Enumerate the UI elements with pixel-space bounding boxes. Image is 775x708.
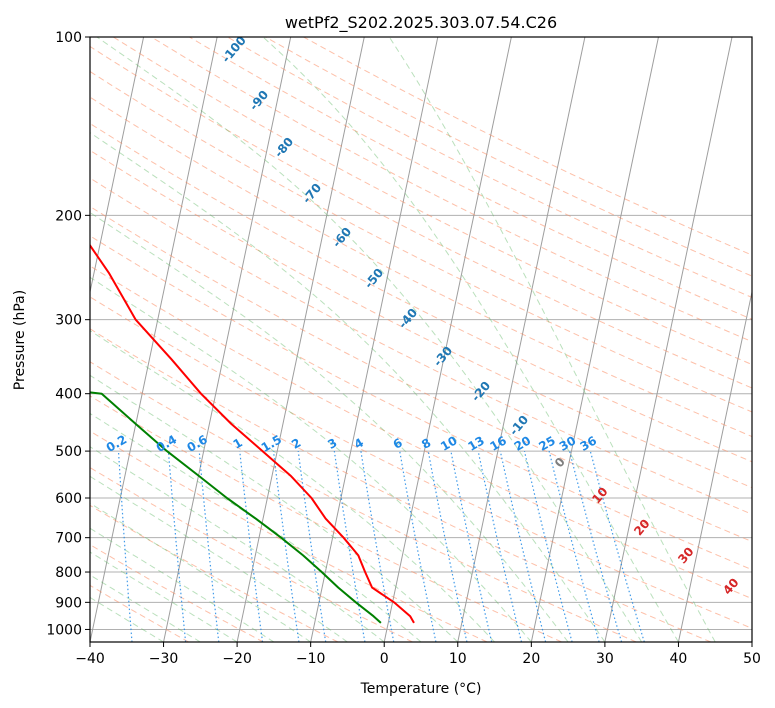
x-tick-label: 30 xyxy=(596,651,614,667)
chart-title: wetPf2_S202.2025.303.07.54.C26 xyxy=(285,13,557,33)
dry-adiabat-line xyxy=(90,177,752,515)
x-axis-ticks: −40 −30 −20 −10 0 10 20 30 40 50 xyxy=(75,642,761,667)
y-tick-label: 900 xyxy=(55,595,82,611)
mixing-ratio-line xyxy=(548,450,600,642)
x-tick-label: 10 xyxy=(449,651,467,667)
y-tick-label: 400 xyxy=(55,387,82,403)
mixing-ratio-line xyxy=(523,450,573,642)
dry-adiabat-line xyxy=(227,37,752,298)
moist-adiabat-line xyxy=(90,551,238,642)
isotherm-line xyxy=(457,37,586,642)
dry-adiabat-line xyxy=(90,122,752,463)
profiles xyxy=(90,243,415,624)
y-tick-label: 800 xyxy=(55,565,82,581)
dry-adiabat-line xyxy=(90,205,752,543)
isotherm-line xyxy=(236,37,365,642)
mixing-ratio-line xyxy=(569,450,623,642)
moist-adiabat-line xyxy=(90,596,164,642)
y-axis-label: Pressure (hPa) xyxy=(12,290,28,390)
mixing-ratio-line xyxy=(399,450,437,642)
isotherm-line xyxy=(604,37,733,642)
moist-adiabat-line xyxy=(90,330,495,642)
dry-adiabat-line xyxy=(90,45,752,389)
x-tick-label: −30 xyxy=(149,651,179,667)
dry-adiabat-line xyxy=(90,96,752,438)
dry-adiabat-line xyxy=(90,584,189,642)
x-tick-label: −40 xyxy=(75,651,105,667)
x-tick-label: 50 xyxy=(743,651,761,667)
dry-adiabat-line xyxy=(90,265,752,600)
x-tick-label: −20 xyxy=(222,651,252,667)
moist-adiabat-line xyxy=(90,276,532,642)
x-tick-label: 0 xyxy=(380,651,389,667)
moist-adiabat-line xyxy=(90,412,422,642)
x-tick-label: 40 xyxy=(670,651,688,667)
isotherm-line xyxy=(530,37,659,642)
temperature-profile xyxy=(90,243,415,624)
moist-adiabat-line xyxy=(388,37,716,642)
mixing-ratio-line xyxy=(477,450,523,642)
mixing-ratio-line xyxy=(499,450,547,642)
dry-adiabat-line xyxy=(113,37,752,366)
moist-adiabat-line xyxy=(90,374,459,642)
mixing-ratio-line xyxy=(167,451,187,642)
dry-adiabat-line xyxy=(90,466,413,642)
plot-frame xyxy=(89,36,753,643)
mixing-ratio-line xyxy=(427,450,468,642)
moist-adiabat-line xyxy=(90,446,385,642)
x-tick-label: 20 xyxy=(522,651,540,667)
isotherm-line xyxy=(90,37,145,295)
moist-adiabat-line xyxy=(90,475,348,642)
y-tick-label: 300 xyxy=(55,313,82,329)
y-axis-ticks: 1000 900 800 700 600 500 400 300 200 100 xyxy=(46,30,90,638)
mixing-ratio-line xyxy=(297,451,327,642)
x-axis-label: Temperature (°C) xyxy=(360,681,482,697)
dry-adiabat-line xyxy=(90,504,339,642)
isotherm-line xyxy=(163,37,292,642)
y-tick-label: 700 xyxy=(55,531,82,547)
moist-adiabat-line xyxy=(90,211,569,642)
mixing-ratio-line xyxy=(450,450,493,642)
mixing-ratio-line xyxy=(239,451,264,642)
dry-adiabat-line xyxy=(90,235,752,571)
isotherm-line xyxy=(677,289,752,642)
dry-adiabat-line xyxy=(90,361,637,642)
y-tick-label: 1000 xyxy=(46,622,82,638)
dry-adiabat-line xyxy=(90,395,562,642)
dewpoint-profile xyxy=(90,391,382,624)
mixing-ratio-line xyxy=(272,451,300,642)
y-tick-label: 200 xyxy=(55,208,82,224)
moist-adiabat-line xyxy=(90,132,606,642)
mixing-ratio-line xyxy=(589,450,645,642)
y-tick-label: 100 xyxy=(55,30,82,46)
moist-adiabat-line xyxy=(90,574,201,642)
dry-adiabat-line xyxy=(90,328,711,642)
y-tick-label: 600 xyxy=(55,491,82,507)
background-lines xyxy=(90,37,752,642)
mixing-ratio-line xyxy=(198,451,220,642)
x-tick-label: −10 xyxy=(296,651,326,667)
dry-adiabat-line xyxy=(90,296,752,629)
isotherm-line xyxy=(383,37,512,642)
moist-adiabat-line xyxy=(96,37,643,642)
y-tick-label: 500 xyxy=(55,444,82,460)
